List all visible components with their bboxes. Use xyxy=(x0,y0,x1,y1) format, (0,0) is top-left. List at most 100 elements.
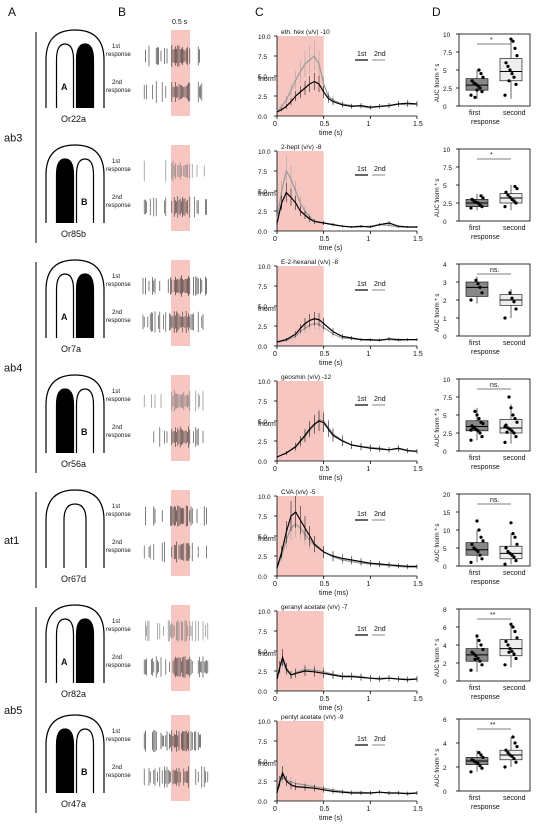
data-point xyxy=(514,435,518,439)
data-point xyxy=(515,420,519,424)
sensillum-outline xyxy=(45,489,105,568)
y-tick-label: 5 xyxy=(443,183,447,190)
y-tick-label: 2.5 xyxy=(258,209,267,216)
line-chart-1: 0 0.5 1 1.5 0.0 2.5 5.0 7.5 10.0 2-hept (v/v) -8 t… xyxy=(258,144,423,252)
x-tick-label: 1.5 xyxy=(413,236,423,243)
neuron-2 xyxy=(75,158,95,223)
x-axis-label: time (s) xyxy=(319,130,342,137)
y-axis-label: AUC fnorm * s xyxy=(435,64,441,102)
x-tick-label: 0.5 xyxy=(320,236,330,243)
data-point xyxy=(514,656,518,661)
trace-label-first: 1st xyxy=(112,159,120,165)
receptor-label-Or56a: Or56a xyxy=(61,459,86,469)
data-point xyxy=(508,647,512,651)
y-tick-label: 2.5 xyxy=(443,431,452,438)
sensillum-outline xyxy=(45,259,105,338)
data-point xyxy=(506,643,510,647)
data-point xyxy=(471,426,475,430)
legend-second: 2nd xyxy=(374,166,386,173)
spike-train-second xyxy=(143,81,203,103)
x-tick-label: 0.5 xyxy=(320,466,330,473)
y-tick-label: 7.5 xyxy=(258,739,267,746)
line-chart-0: 0 0.5 1 1.5 0.0 2.5 5.0 7.5 10.0 eth. hex (v/v) -… xyxy=(258,29,423,137)
y-tick-label: 5 xyxy=(443,546,447,553)
sensillum-diagram-Or47a: B Or47a xyxy=(45,714,105,809)
y-tick-label: 10 xyxy=(443,32,451,39)
trace-label-second: 2nd xyxy=(112,80,122,86)
spike-train-second xyxy=(153,426,204,448)
data-point xyxy=(469,668,473,672)
x-category-label: first xyxy=(469,340,480,347)
data-point xyxy=(513,741,517,745)
data-point xyxy=(503,93,507,97)
data-point xyxy=(475,519,479,523)
neuron-label-A: A xyxy=(61,312,68,322)
data-point xyxy=(513,629,517,634)
data-point xyxy=(473,657,477,662)
receptor-label-Or22a: Or22a xyxy=(61,114,86,124)
data-point xyxy=(473,95,477,99)
legend-first: 1st xyxy=(357,281,366,288)
x-tick-label: 0.5 xyxy=(320,696,330,703)
y-axis-label: fnorm xyxy=(258,421,276,428)
x-axis-label: time (ms) xyxy=(319,590,348,597)
neuron-1 xyxy=(55,273,75,338)
sensillum-diagram-Or22a: A Or22a xyxy=(45,29,105,124)
significance-label: ** xyxy=(490,612,496,619)
x-axis-label: time (s) xyxy=(319,705,342,712)
trace-label-second: 2nd xyxy=(112,540,122,546)
data-point xyxy=(475,88,479,92)
chart-title: CVA (v/v) -5 xyxy=(281,489,316,496)
x-category-label: second xyxy=(503,110,526,117)
sensillum-diagram-Or85b: B Or85b xyxy=(45,144,105,239)
panel-letter-B: B xyxy=(118,5,126,19)
y-tick-label: 10.0 xyxy=(258,149,271,156)
legend-second: 2nd xyxy=(374,511,386,518)
y-tick-label: 0 xyxy=(443,789,447,796)
data-point xyxy=(475,413,479,417)
data-point xyxy=(507,79,511,83)
y-tick-label: 2.5 xyxy=(443,201,452,208)
x-axis-label: response xyxy=(471,804,500,811)
stimulus-window xyxy=(171,605,190,691)
neuron-2 xyxy=(75,728,95,793)
spike-train-first xyxy=(143,390,204,412)
trace-label-second: 2nd xyxy=(112,310,122,316)
trace-label-second-word: response xyxy=(106,318,131,324)
data-point xyxy=(504,546,508,550)
y-tick-label: 7.5 xyxy=(258,169,267,176)
x-tick-label: 1.5 xyxy=(413,696,423,703)
neuron-1 xyxy=(63,503,87,568)
data-point xyxy=(476,282,480,286)
scale-bar-label: 0.5 s xyxy=(172,19,188,26)
significance-label: ns. xyxy=(490,497,499,504)
y-tick-label: 10.0 xyxy=(258,719,271,726)
data-point xyxy=(476,656,480,661)
x-tick-label: 0 xyxy=(273,236,277,243)
data-point xyxy=(472,81,476,85)
x-axis-label: response xyxy=(471,234,500,241)
data-point xyxy=(472,546,476,550)
data-point xyxy=(515,542,519,547)
stimulus-window xyxy=(277,611,324,691)
data-point xyxy=(515,187,519,191)
data-point xyxy=(478,431,482,435)
data-point xyxy=(506,64,510,68)
stimulus-window xyxy=(171,715,190,801)
y-axis-label: fnorm xyxy=(258,306,276,313)
y-axis-label: AUC fnorm * s xyxy=(435,294,441,332)
plot-frame xyxy=(458,148,531,222)
x-tick-label: 0 xyxy=(273,696,277,703)
data-point xyxy=(510,72,514,76)
spike-train-second xyxy=(143,541,207,563)
y-tick-label: 10 xyxy=(443,147,451,154)
line-chart-6: 0 0.5 1 1.5 0.0 2.5 5.0 7.5 10.0 pentyl acetate (… xyxy=(258,714,423,822)
y-tick-label: 5.0 xyxy=(258,304,267,311)
receptor-label-Or85b: Or85b xyxy=(61,229,86,239)
x-tick-label: 0 xyxy=(273,121,277,128)
sensillum-diagram-Or7a: A Or7a xyxy=(45,259,105,354)
data-point xyxy=(478,86,482,90)
